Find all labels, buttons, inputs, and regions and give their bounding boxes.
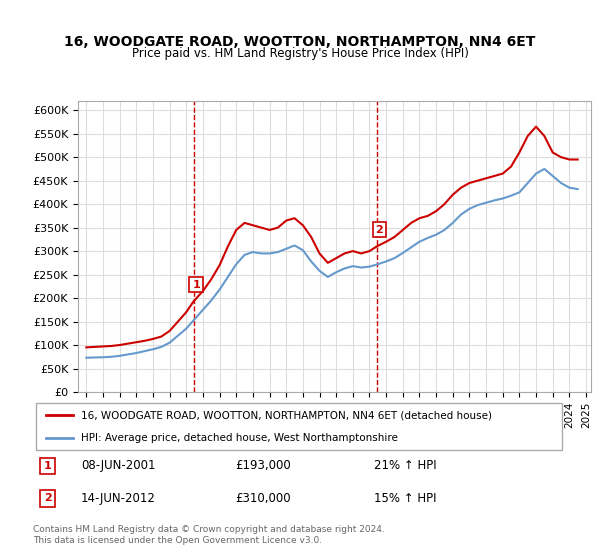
- Text: 16, WOODGATE ROAD, WOOTTON, NORTHAMPTON, NN4 6ET: 16, WOODGATE ROAD, WOOTTON, NORTHAMPTON,…: [64, 35, 536, 49]
- Text: 2: 2: [376, 225, 383, 235]
- Text: 1: 1: [44, 461, 52, 471]
- Text: £310,000: £310,000: [235, 492, 291, 505]
- Text: £193,000: £193,000: [235, 459, 291, 473]
- Text: 14-JUN-2012: 14-JUN-2012: [81, 492, 156, 505]
- Text: HPI: Average price, detached house, West Northamptonshire: HPI: Average price, detached house, West…: [81, 433, 398, 444]
- Text: 16, WOODGATE ROAD, WOOTTON, NORTHAMPTON, NN4 6ET (detached house): 16, WOODGATE ROAD, WOOTTON, NORTHAMPTON,…: [81, 410, 492, 421]
- Text: 21% ↑ HPI: 21% ↑ HPI: [374, 459, 437, 473]
- Text: 1: 1: [192, 279, 200, 290]
- Text: Price paid vs. HM Land Registry's House Price Index (HPI): Price paid vs. HM Land Registry's House …: [131, 47, 469, 60]
- Text: 15% ↑ HPI: 15% ↑ HPI: [374, 492, 436, 505]
- Text: Contains HM Land Registry data © Crown copyright and database right 2024.
This d: Contains HM Land Registry data © Crown c…: [33, 525, 385, 545]
- FancyBboxPatch shape: [35, 403, 562, 450]
- Text: 08-JUN-2001: 08-JUN-2001: [81, 459, 155, 473]
- Text: 2: 2: [44, 493, 52, 503]
